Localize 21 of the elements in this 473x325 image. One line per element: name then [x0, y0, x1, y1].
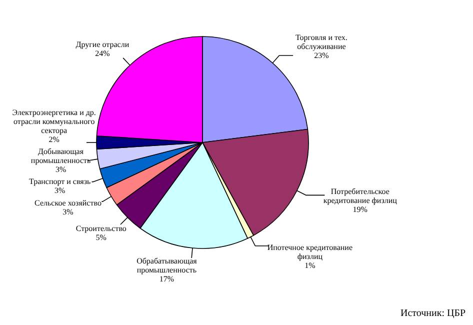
slice-label: Ипотечное кредитование физлиц	[267, 243, 353, 262]
slice-label: Обрабатывающая промышленность	[136, 256, 198, 274]
text: Источник: ЦБР	[400, 308, 466, 319]
data-label: 3%	[62, 208, 74, 217]
data-label: 5%	[96, 233, 107, 242]
data-label: 1%	[304, 261, 316, 270]
slice-label: Сельское хозяйство	[34, 198, 102, 208]
data-label: 3%	[55, 164, 66, 174]
slice-label: Другие отрасли	[76, 40, 130, 50]
slice-label: Транспорт и связь	[29, 176, 91, 186]
data-label: 24%	[95, 49, 110, 58]
data-label: 19%	[352, 205, 368, 214]
slice-label: Торговля и тех. обслуживание	[296, 32, 348, 51]
slice-label: Строительство	[76, 224, 126, 234]
data-label: 3%	[54, 186, 66, 195]
slice-label: Потребительское кредитование физлиц	[323, 187, 398, 206]
slice-label: Добывающая промышленность	[30, 146, 92, 165]
slice-label: Электроэнергетика и др. отрасли коммунального сектора	[12, 108, 96, 135]
data-label: 17%	[159, 274, 174, 284]
data-label: 23%	[314, 50, 330, 60]
data-label: 2%	[48, 134, 60, 144]
